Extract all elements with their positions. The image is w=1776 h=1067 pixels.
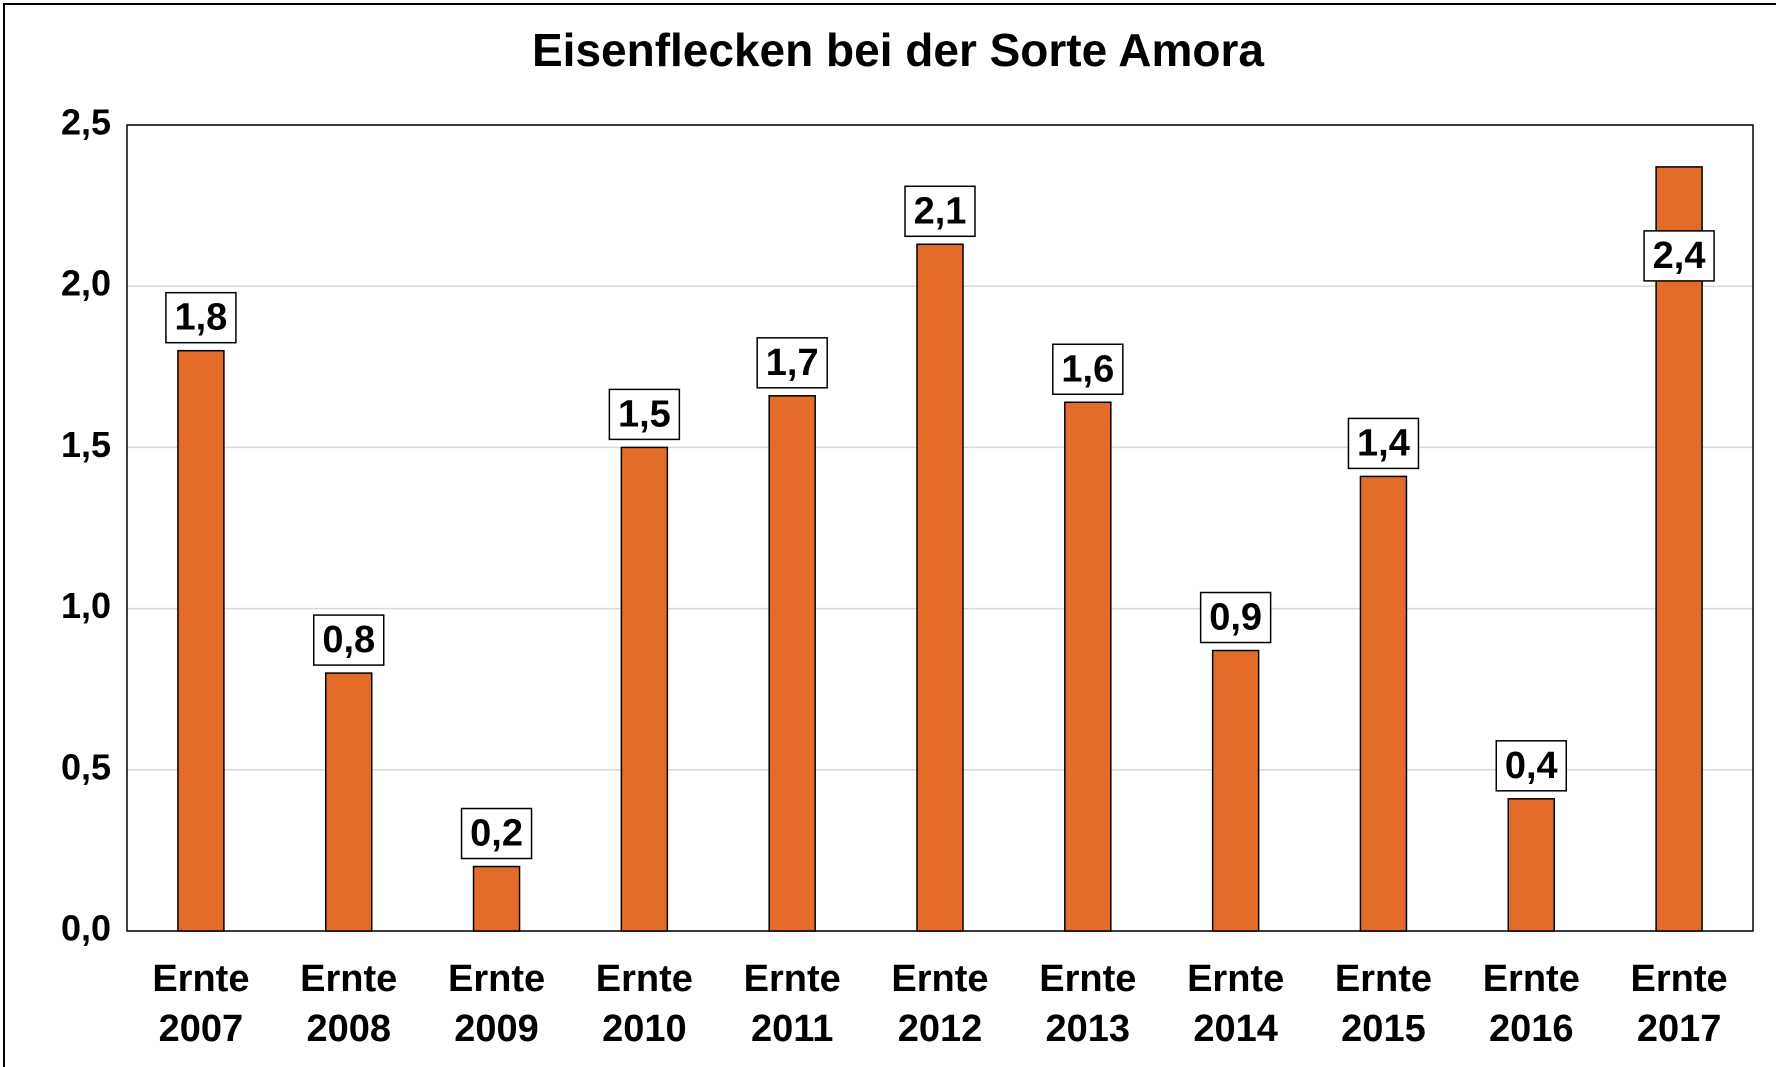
y-tick-label: 2,5 [61, 102, 111, 143]
x-tick-label: Ernte 2014 [1187, 958, 1284, 1050]
x-tick-label: Ernte 2016 [1483, 958, 1580, 1050]
value-label: 1,7 [766, 342, 819, 384]
value-label-box [1643, 230, 1715, 282]
chart-title: Eisenflecken bei der Sorte Amora [532, 24, 1264, 76]
value-label-box [1052, 343, 1124, 396]
value-label: 2,1 [914, 190, 967, 232]
bar [324, 672, 373, 932]
bar [1064, 401, 1112, 932]
value-label-box [1347, 417, 1420, 470]
y-tick-label: 0,0 [61, 908, 111, 949]
value-label-box [312, 614, 385, 666]
x-tick-label: Ernte 2013 [1039, 958, 1136, 1050]
value-label: 1,4 [1357, 422, 1410, 464]
value-label-box [165, 291, 237, 344]
x-tick-label: Ernte 2017 [1631, 958, 1728, 1050]
value-label-box [608, 388, 681, 441]
value-label: 0,2 [470, 813, 523, 855]
y-tick-label: 1,0 [61, 585, 111, 626]
value-label: 0,8 [322, 619, 375, 661]
x-tick-label: Ernte 2008 [300, 958, 397, 1050]
value-label-box [904, 185, 976, 238]
x-tick-label: Ernte 2010 [596, 958, 693, 1050]
value-label-box [756, 337, 828, 389]
y-tick-label: 2,0 [61, 263, 111, 304]
value-label: 0,9 [1209, 597, 1262, 639]
value-label: 1,8 [174, 297, 227, 339]
value-label: 1,6 [1061, 348, 1114, 390]
chart-border [3, 3, 1776, 1067]
bar [768, 395, 816, 932]
x-tick-label: Ernte 2009 [448, 958, 545, 1050]
value-label: 1,5 [618, 393, 671, 435]
value-label-box [460, 807, 533, 860]
value-label-box [1199, 591, 1272, 644]
y-tick-label: 1,5 [61, 424, 111, 465]
bar [177, 349, 225, 932]
bar [1211, 649, 1260, 932]
x-tick-label: Ernte 2011 [744, 958, 841, 1050]
value-label: 0,4 [1505, 745, 1558, 787]
value-label-box [1495, 740, 1568, 792]
bar [916, 243, 964, 932]
value-label: 2,4 [1653, 235, 1706, 277]
bar [1359, 475, 1408, 932]
x-tick-label: Ernte 2007 [152, 958, 249, 1050]
bar [1655, 166, 1703, 932]
bar [620, 446, 669, 932]
bar [472, 865, 521, 932]
y-tick-label: 0,5 [61, 746, 111, 787]
x-tick-label: Ernte 2012 [891, 958, 988, 1050]
x-tick-label: Ernte 2015 [1335, 958, 1432, 1050]
bar [1507, 798, 1556, 932]
